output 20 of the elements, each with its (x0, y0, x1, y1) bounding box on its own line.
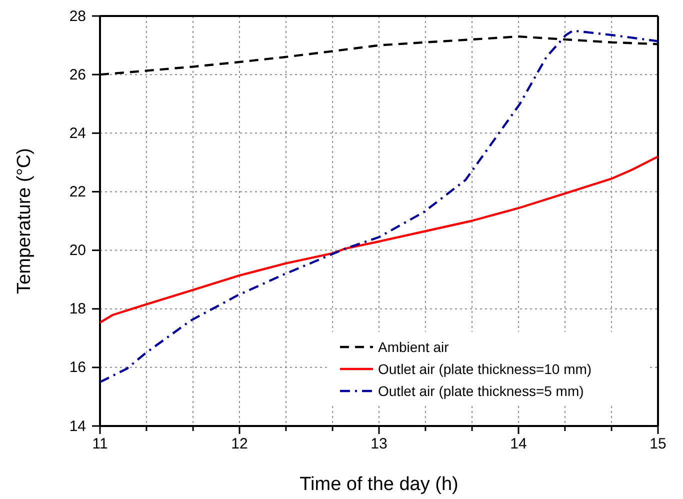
y-axis-title: Temperature (°C) (14, 148, 35, 294)
x-tick-label: 15 (650, 436, 666, 453)
line-series (98, 155, 660, 324)
line-series (98, 30, 660, 384)
x-tick-label: 12 (231, 436, 248, 453)
x-tick-label: 11 (92, 436, 108, 453)
y-tick-label: 14 (69, 418, 86, 435)
y-tick-label: 24 (69, 124, 86, 142)
y-tick-label: 22 (69, 184, 86, 201)
legend-label: Outlet air (plate thickness=5 mm) (378, 383, 584, 399)
y-tick-label: 16 (69, 359, 86, 376)
y-tick-label: 20 (69, 242, 86, 260)
legend-label: Outlet air (plate thickness=10 mm) (378, 361, 592, 377)
x-axis-title: Time of the day (h) (300, 474, 458, 495)
legend-label: Ambient air (378, 339, 450, 355)
x-tick-label: 13 (370, 436, 388, 453)
y-tick-label: 28 (69, 8, 86, 25)
y-tick-label: 26 (69, 66, 86, 84)
x-tick-label: 14 (510, 436, 527, 453)
y-tick-label: 18 (69, 300, 86, 318)
